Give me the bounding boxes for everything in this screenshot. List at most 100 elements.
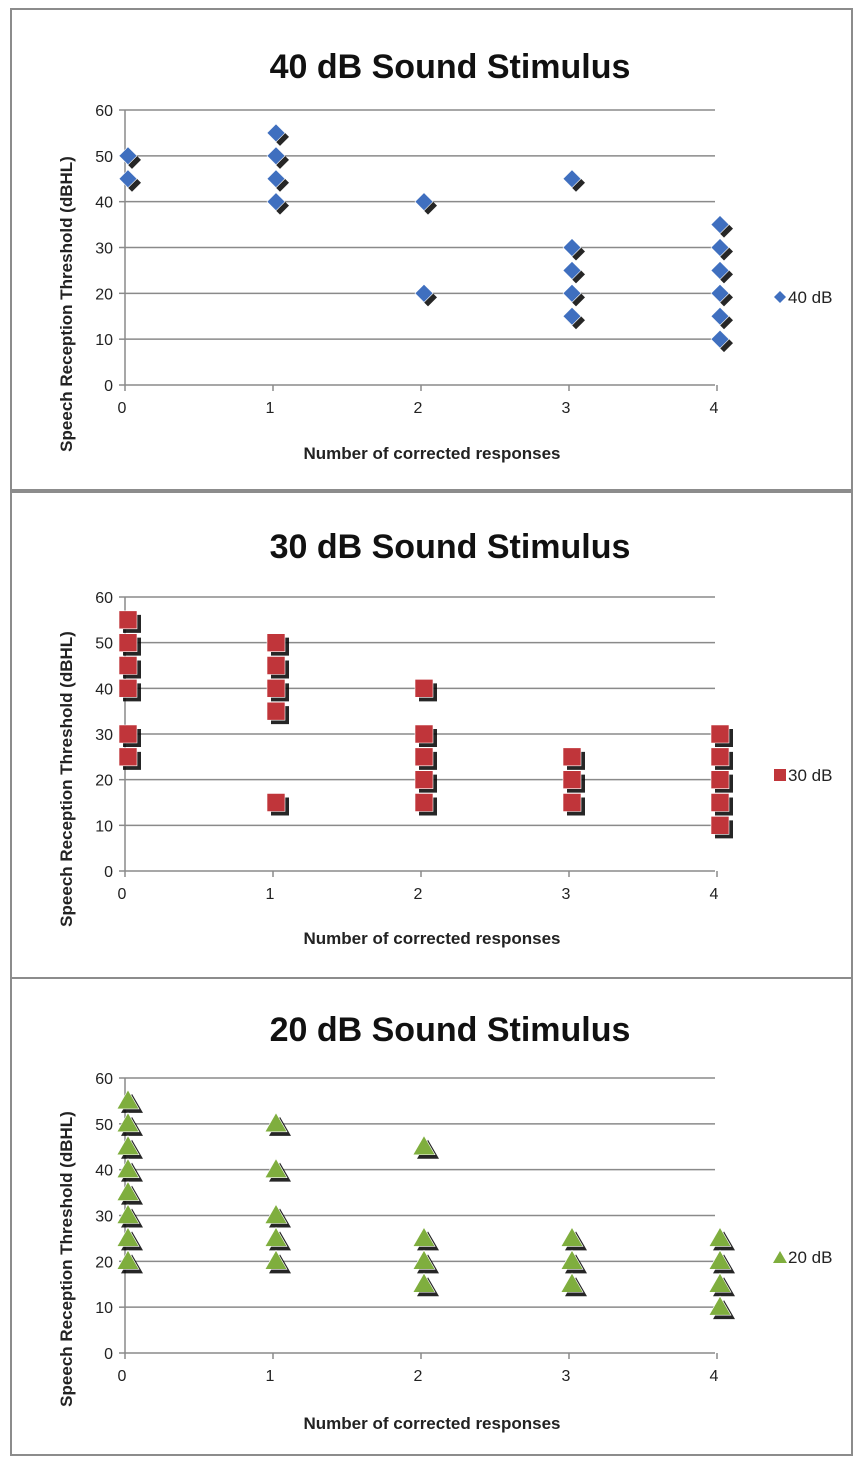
chart-panel-30db: 30 dB Sound Stimulus Speech Reception Th… [10, 491, 853, 979]
data-point [708, 1226, 732, 1247]
x-tick-label: 4 [710, 1368, 719, 1385]
scatter-chart-40db: 40 dB Sound Stimulus Speech Reception Th… [57, 48, 832, 463]
data-point [562, 169, 582, 189]
y-tick-label: 30 [95, 727, 113, 744]
x-tick-label: 0 [118, 1368, 127, 1385]
data-point [414, 793, 434, 812]
y-tick-label: 50 [95, 149, 113, 166]
data-point [412, 1249, 436, 1270]
y-tick-label: 0 [104, 1346, 113, 1363]
data-point [562, 283, 582, 303]
data-point [118, 146, 138, 166]
data-point [118, 679, 138, 698]
data-point [118, 656, 138, 675]
chart-title: 40 dB Sound Stimulus [270, 48, 631, 86]
data-point [266, 793, 286, 812]
data-point [264, 1203, 288, 1224]
data-point [414, 679, 434, 698]
data-point [414, 192, 434, 212]
data-point [562, 747, 582, 767]
data-point [116, 1089, 140, 1110]
x-axis-label: Number of corrected responses [304, 929, 561, 948]
data-point [710, 238, 730, 257]
data-point [118, 169, 138, 189]
data-point [562, 306, 582, 326]
data-point [266, 123, 286, 143]
data-point [266, 679, 286, 698]
data-point [266, 633, 286, 652]
chart-panel-20db: 20 dB Sound Stimulus Speech Reception Th… [10, 977, 853, 1456]
data-point [708, 1272, 732, 1293]
data-point [118, 610, 138, 630]
x-axis-label: Number of corrected responses [304, 444, 561, 463]
data-point [710, 306, 730, 326]
legend-label: 20 dB [788, 1248, 832, 1267]
data-point [708, 1249, 732, 1270]
data-point [116, 1226, 140, 1247]
data-point [264, 1226, 288, 1247]
data-point [562, 770, 582, 789]
data-point [414, 747, 434, 767]
legend-label: 40 dB [788, 288, 832, 307]
data-point [710, 215, 730, 235]
y-axis-label: Speech Reception Threshold (dBHL) [57, 1111, 76, 1407]
data-point [412, 1272, 436, 1293]
data-point [562, 238, 582, 257]
data-point [116, 1112, 140, 1133]
data-point [264, 1112, 288, 1133]
x-tick-label: 1 [266, 886, 275, 903]
data-point [116, 1158, 140, 1178]
chart-title: 20 dB Sound Stimulus [270, 1011, 631, 1049]
x-tick-label: 2 [414, 400, 423, 417]
data-point [414, 724, 434, 744]
data-point [116, 1180, 140, 1201]
x-axis-label: Number of corrected responses [304, 1414, 561, 1433]
data-point [708, 1295, 732, 1316]
data-point [266, 701, 286, 721]
y-tick-label: 10 [95, 1300, 113, 1317]
y-tick-label: 30 [95, 1209, 113, 1226]
x-tick-label: 1 [266, 1368, 275, 1385]
data-point [412, 1226, 436, 1247]
data-point [266, 192, 286, 212]
y-tick-label: 20 [95, 1254, 113, 1271]
y-tick-label: 40 [95, 195, 113, 212]
chart-panel-40db: 40 dB Sound Stimulus Speech Reception Th… [10, 8, 853, 491]
data-point [264, 1249, 288, 1270]
data-point [264, 1158, 288, 1178]
data-point [266, 169, 286, 189]
x-tick-label: 1 [266, 400, 275, 417]
data-point [562, 260, 582, 280]
chart-title: 30 dB Sound Stimulus [270, 528, 631, 566]
data-point [116, 1203, 140, 1224]
scatter-chart-30db: 30 dB Sound Stimulus Speech Reception Th… [57, 528, 832, 948]
data-point [710, 816, 730, 835]
y-tick-label: 50 [95, 636, 113, 653]
y-tick-label: 60 [95, 103, 113, 120]
data-point [118, 633, 138, 652]
data-point [710, 747, 730, 767]
y-tick-label: 10 [95, 332, 113, 349]
x-tick-label: 2 [414, 886, 423, 903]
data-point [116, 1135, 140, 1156]
data-point [710, 329, 730, 349]
data-point [118, 747, 138, 767]
data-point [710, 260, 730, 280]
data-point [562, 793, 582, 812]
data-point [266, 656, 286, 675]
y-tick-label: 0 [104, 378, 113, 395]
x-tick-label: 4 [710, 886, 719, 903]
legend-marker [773, 1251, 787, 1263]
data-point [414, 283, 434, 303]
y-tick-label: 40 [95, 1163, 113, 1180]
data-point [710, 770, 730, 789]
data-point [116, 1249, 140, 1270]
data-point [118, 724, 138, 744]
y-tick-label: 40 [95, 681, 113, 698]
data-point [414, 770, 434, 789]
y-tick-label: 60 [95, 1071, 113, 1088]
y-axis-label: Speech Reception Threshold (dBHL) [57, 156, 76, 452]
x-tick-label: 3 [562, 1368, 571, 1385]
y-tick-label: 60 [95, 590, 113, 607]
y-axis-label: Speech Reception Threshold (dBHL) [57, 631, 76, 927]
